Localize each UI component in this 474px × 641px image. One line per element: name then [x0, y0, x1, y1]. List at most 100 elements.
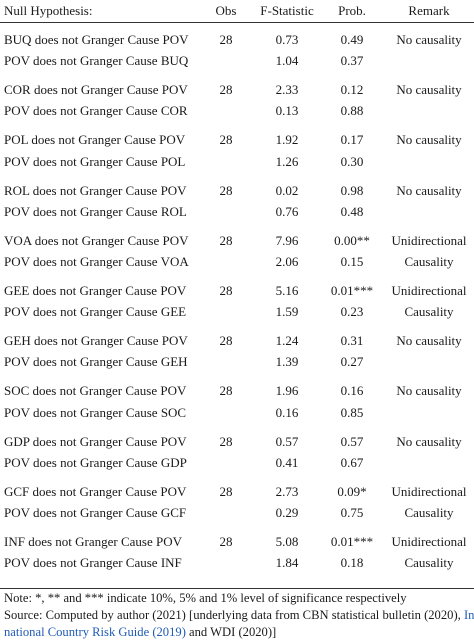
remark-cell: Causality — [404, 304, 454, 320]
prob-cell: 0.09* — [337, 483, 367, 499]
f-statistic-cell: 1.04 — [275, 53, 299, 69]
f-statistic-cell: 0.57 — [275, 433, 299, 449]
null-hypothesis-cell: ROL does not Granger Cause POV — [4, 182, 187, 198]
prob-cell: 0.01*** — [330, 283, 374, 298]
note-significance: Note: *, ** and *** indicate 10%, 5% and… — [4, 591, 407, 605]
prob-cell: 0.49 — [340, 32, 364, 47]
f-statistic-cell: 1.96 — [275, 383, 299, 399]
f-statistic-cell: 0.41 — [275, 454, 299, 470]
f-statistic-cell: 1.39 — [275, 354, 299, 370]
obs-cell: 28 — [219, 232, 233, 248]
note-source-line1: Source: Computed by author (2021) [under… — [4, 608, 474, 623]
f-statistic-cell: 0.73 — [275, 32, 299, 47]
f-statistic-cell: 7.96 — [275, 232, 299, 248]
prob-cell: 0.12 — [340, 82, 364, 98]
f-statistic-cell: 0.13 — [275, 103, 299, 119]
null-hypothesis-cell: POV does not Granger Cause INF — [4, 555, 182, 571]
obs-cell: 28 — [219, 182, 233, 198]
remark-cell: Unidirectional — [391, 232, 467, 248]
f-statistic-cell: 1.24 — [275, 333, 299, 349]
header-obs: Obs — [215, 3, 237, 18]
prob-cell: 0.85 — [340, 404, 364, 420]
null-hypothesis-cell: VOA does not Granger Cause POV — [4, 232, 189, 248]
prob-cell: 0.88 — [340, 103, 364, 119]
null-hypothesis-cell: GCF does not Granger Cause POV — [4, 483, 187, 499]
f-statistic-cell: 2.33 — [275, 82, 299, 98]
prob-cell: 0.27 — [340, 354, 364, 370]
prob-cell: 0.31 — [340, 333, 364, 349]
prob-cell: 0.57 — [340, 433, 364, 449]
prob-cell: 0.17 — [340, 132, 364, 148]
note-source-tail: and WDI (2020)] — [185, 625, 277, 639]
remark-cell: No causality — [396, 82, 462, 98]
f-statistic-cell: 0.02 — [275, 182, 299, 198]
null-hypothesis-cell: GEH does not Granger Cause POV — [4, 333, 188, 349]
prob-cell: 0.01*** — [330, 534, 374, 549]
null-hypothesis-cell: POV does not Granger Cause GEE — [4, 304, 187, 320]
prob-cell: 0.67 — [340, 454, 364, 470]
null-hypothesis-cell: POV does not Granger Cause POL — [4, 153, 186, 169]
obs-cell: 28 — [219, 283, 233, 298]
prob-cell: 0.30 — [340, 153, 364, 169]
remark-cell: Unidirectional — [391, 283, 467, 298]
prob-cell: 0.00** — [334, 232, 370, 248]
prob-cell: 0.16 — [340, 383, 364, 399]
remark-cell: Causality — [404, 555, 454, 571]
obs-cell: 28 — [219, 32, 233, 47]
source-link-icrg-part1[interactable]: Inter- — [463, 608, 474, 622]
header-prob: Prob. — [338, 3, 366, 18]
header-f-statistic: F-Statistic — [260, 3, 314, 18]
header-remark: Remark — [408, 3, 450, 18]
null-hypothesis-cell: POV does not Granger Cause GEH — [4, 354, 188, 370]
null-hypothesis-cell: POV does not Granger Cause SOC — [4, 404, 187, 420]
f-statistic-cell: 2.06 — [275, 254, 299, 269]
prob-cell: 0.37 — [340, 53, 364, 69]
null-hypothesis-cell: SOC does not Granger Cause POV — [4, 383, 187, 399]
obs-cell: 28 — [219, 483, 233, 499]
prob-cell: 0.75 — [340, 505, 364, 520]
null-hypothesis-cell: BUQ does not Granger Cause POV — [4, 32, 189, 47]
f-statistic-cell: 1.92 — [275, 132, 299, 148]
null-hypothesis-cell: POV does not Granger Cause VOA — [4, 254, 189, 269]
f-statistic-cell: 0.29 — [275, 505, 299, 520]
prob-cell: 0.23 — [340, 304, 364, 320]
obs-cell: 28 — [219, 383, 233, 399]
null-hypothesis-cell: POV does not Granger Cause GCF — [4, 505, 187, 520]
f-statistic-cell: 1.84 — [275, 555, 299, 571]
f-statistic-cell: 1.26 — [275, 153, 299, 169]
prob-cell: 0.48 — [340, 203, 364, 219]
null-hypothesis-cell: POV does not Granger Cause GDP — [4, 454, 187, 470]
note-source-text: Source: Computed by author (2021) [under… — [4, 608, 464, 622]
null-hypothesis-cell: POL does not Granger Cause POV — [4, 132, 186, 148]
f-statistic-cell: 0.76 — [275, 203, 299, 219]
prob-cell: 0.15 — [340, 254, 364, 269]
f-statistic-cell: 1.59 — [275, 304, 299, 320]
null-hypothesis-cell: POV does not Granger Cause ROL — [4, 203, 187, 219]
remark-cell: No causality — [396, 32, 462, 47]
obs-cell: 28 — [219, 82, 233, 98]
obs-cell: 28 — [219, 534, 233, 549]
remark-cell: No causality — [396, 433, 462, 449]
header-null-hypothesis: Null Hypothesis: — [4, 3, 93, 18]
null-hypothesis-cell: INF does not Granger Cause POV — [4, 534, 183, 549]
f-statistic-cell: 2.73 — [275, 483, 299, 499]
remark-cell: No causality — [396, 132, 462, 148]
remark-cell: No causality — [396, 333, 462, 349]
table-bottom-rule — [0, 588, 474, 589]
source-link-icrg-part2[interactable]: national Country Risk Guide (2019) — [4, 625, 186, 639]
remark-cell: Unidirectional — [391, 483, 467, 499]
obs-cell: 28 — [219, 433, 233, 449]
remark-cell: No causality — [396, 182, 462, 198]
f-statistic-cell: 0.16 — [275, 404, 299, 420]
remark-cell: Causality — [404, 254, 454, 269]
prob-cell: 0.98 — [340, 182, 364, 198]
f-statistic-cell: 5.08 — [275, 534, 299, 549]
prob-cell: 0.18 — [340, 555, 364, 571]
table-header: Null Hypothesis: Obs F-Statistic Prob. R… — [0, 0, 474, 23]
note-source-line2: national Country Risk Guide (2019) and W… — [4, 625, 276, 640]
obs-cell: 28 — [219, 132, 233, 148]
null-hypothesis-cell: POV does not Granger Cause BUQ — [4, 53, 189, 69]
null-hypothesis-cell: GDP does not Granger Cause POV — [4, 433, 187, 449]
remark-cell: Unidirectional — [391, 534, 467, 549]
remark-cell: No causality — [396, 383, 462, 399]
